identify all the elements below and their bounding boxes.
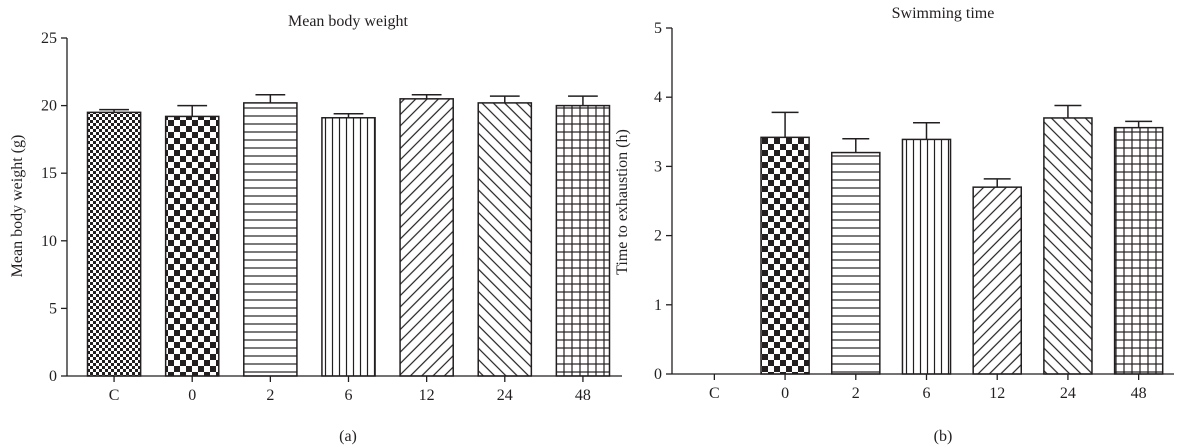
y-tick-label: 20 [41,98,57,115]
y-axis-label: Mean body weight (g) [9,135,26,278]
bar-12 [972,186,1023,375]
y-tick-label: 1 [654,297,662,314]
bar-6 [901,138,952,375]
x-tick-label: 24 [497,387,513,404]
bars [86,98,611,377]
bar-0 [164,115,220,377]
x-tick-label: 12 [419,387,435,404]
x-tick-label: 0 [781,385,789,402]
y-tick-label: 3 [654,158,662,175]
bar-48 [1113,126,1164,375]
x-tick-label: 2 [852,385,860,402]
bars [760,117,1164,375]
y-tick-label: 5 [654,20,662,37]
panel-b: Swimming time Time to exhaustion (h) (b)… [614,5,1174,445]
x-tick-label: 6 [345,387,353,404]
error-bars [771,104,1153,188]
error-bars [99,94,598,118]
x-tick-label: 0 [188,387,196,404]
y-axis-label: Time to exhaustion (h) [614,129,631,275]
x-tick-label: 12 [989,385,1005,402]
y-tick-label: 25 [41,30,57,47]
bar-6 [321,117,376,377]
y-tick-label: 2 [654,228,662,245]
x-tick-label: C [109,387,120,404]
panel-label: (b) [934,428,953,445]
x-tick-label: 48 [1131,385,1147,402]
x-tick-label: 2 [266,387,274,404]
chart-title: Mean body weight [288,13,409,30]
y-tick-label: 15 [41,165,57,182]
x-ticks: C 0 2 6 12 24 48 [709,374,1147,402]
y-ticks: 0 1 2 3 4 5 [654,20,672,383]
y-tick-label: 4 [654,89,662,106]
bar-12 [399,98,454,377]
bar-0 [760,136,810,375]
y-tick-label: 0 [654,366,662,383]
bar-24 [477,102,533,377]
x-tick-label: 48 [575,387,591,404]
x-tick-label: 24 [1060,385,1076,402]
x-tick-label: 6 [923,385,931,402]
bar-2 [243,102,298,377]
chart-title: Swimming time [892,5,995,22]
bar-48 [555,104,611,377]
y-ticks: 0 5 10 15 20 25 [41,30,67,385]
bar-2 [830,151,881,375]
x-ticks: C 0 2 6 12 24 48 [109,376,591,404]
bar-24 [1043,117,1093,375]
bar-C [86,111,142,377]
y-tick-label: 0 [49,368,57,385]
y-tick-label: 5 [49,300,57,317]
x-tick-label: C [709,385,720,402]
panel-a: Mean body weight Mean body weight (g) (a… [9,13,622,445]
y-tick-label: 10 [41,233,57,250]
panel-label: (a) [339,428,357,445]
